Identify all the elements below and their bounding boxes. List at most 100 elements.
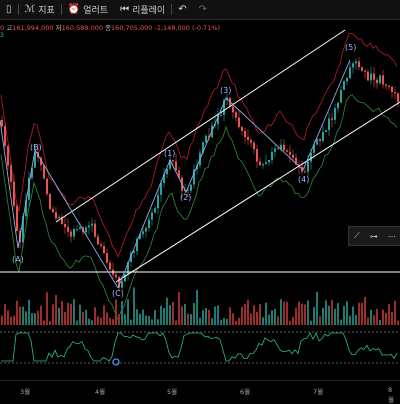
- replay-icon: ⏮: [120, 3, 130, 15]
- volume-bar: [397, 320, 399, 325]
- volume-bar: [202, 310, 204, 325]
- candle-body: [193, 169, 195, 185]
- elliott-wave-12345[interactable]: [117, 59, 351, 289]
- open-value: 0: [0, 24, 5, 32]
- horizontal-line-icon[interactable]: ⊶: [369, 231, 378, 241]
- alert-label: 얼러트: [83, 6, 109, 16]
- candle-body: [136, 238, 138, 252]
- low-value: 160,589,000: [61, 24, 103, 32]
- volume-bar: [175, 320, 177, 325]
- candle-body: [235, 112, 237, 118]
- volume-bar: [367, 317, 369, 325]
- candle-body: [373, 73, 375, 80]
- candle-body: [1, 120, 3, 127]
- volume-bar: [1, 315, 3, 325]
- volume-bar: [106, 312, 108, 325]
- candle-body: [286, 150, 288, 152]
- x-label-aug: 8월: [388, 386, 394, 404]
- indicators-button[interactable]: ℳ 지표: [19, 0, 61, 19]
- candle-body: [310, 152, 312, 162]
- volume-bar: [58, 307, 60, 325]
- volume-bar: [205, 308, 207, 325]
- volume-bar: [328, 305, 330, 325]
- channel-upper-line[interactable]: [55, 29, 346, 223]
- volume-bar: [145, 315, 147, 325]
- volume-bar: [178, 292, 180, 325]
- volume-bar: [238, 317, 240, 325]
- volume-bar: [268, 314, 270, 325]
- candle-body: [61, 216, 63, 225]
- volume-bar: [247, 299, 249, 325]
- candle-body: [334, 108, 336, 120]
- volume-bar: [376, 308, 378, 325]
- volume-bar: [283, 301, 285, 325]
- candle-body: [130, 252, 132, 262]
- volume-bar: [280, 299, 282, 325]
- candle-body: [322, 132, 324, 141]
- candle-body: [325, 130, 327, 133]
- volume-bar: [40, 305, 42, 325]
- volume-bar: [274, 309, 276, 325]
- candle-body: [4, 126, 6, 146]
- volume-bar: [259, 303, 261, 325]
- candle-body: [391, 86, 393, 93]
- candle-body: [187, 189, 189, 191]
- volume-bar: [310, 320, 312, 325]
- volume-bar: [304, 304, 306, 325]
- candle-body: [274, 148, 276, 152]
- trendline-icon[interactable]: ⟋: [354, 231, 360, 240]
- volume-bar: [22, 306, 24, 325]
- candle-body: [244, 130, 246, 138]
- redo-icon: ↷: [198, 3, 207, 15]
- volume-bar: [13, 315, 15, 325]
- candle-body: [247, 137, 249, 141]
- candle-body: [139, 234, 141, 239]
- change-value: -1,148,000 (-0.71%): [154, 24, 221, 32]
- x-label-jul: 7월: [312, 388, 324, 396]
- candle-body: [256, 149, 258, 162]
- volume-bar: [241, 306, 243, 325]
- high-label: 고: [6, 24, 13, 32]
- more-icon[interactable]: ⋯: [387, 231, 396, 241]
- replay-button[interactable]: ⏮ 리플레이: [114, 0, 171, 19]
- candle-body: [121, 281, 123, 288]
- volume-bar: [325, 300, 327, 325]
- channel-lower-line[interactable]: [115, 101, 400, 283]
- undo-button[interactable]: ↶: [172, 0, 192, 19]
- close-value: 160,705,000: [111, 24, 153, 32]
- candle-body: [268, 159, 270, 163]
- toolbar-divider: [171, 4, 173, 15]
- candle-body: [232, 106, 234, 113]
- volume-bar: [31, 313, 33, 325]
- candle-icon: ▯: [6, 3, 12, 15]
- volume-bar: [214, 306, 216, 325]
- volume-bar: [76, 320, 78, 325]
- candle-body: [40, 157, 42, 166]
- volume-bar: [67, 302, 69, 325]
- volume-bar: [250, 313, 252, 325]
- volume-bar: [121, 300, 123, 325]
- volume-bar: [358, 302, 360, 325]
- candle-body: [94, 223, 96, 237]
- x-label-apr: 4월: [94, 388, 106, 396]
- candle-body: [157, 194, 159, 209]
- volume-bar: [160, 305, 162, 325]
- volume-bar: [112, 319, 114, 325]
- volume-bar: [379, 319, 381, 325]
- candle-body: [388, 85, 390, 87]
- candle-body: [154, 208, 156, 213]
- candle-body: [379, 75, 381, 84]
- price-chart[interactable]: (A) (B) (C) (1) (2) (3) (4) (5): [0, 20, 400, 380]
- chart-type-button[interactable]: ▯: [0, 0, 18, 19]
- volume-bar: [370, 309, 372, 325]
- candle-body: [151, 212, 153, 220]
- volume-bar: [271, 310, 273, 325]
- volume-bar: [340, 319, 342, 325]
- candle-body: [196, 165, 198, 170]
- volume-bar: [199, 317, 201, 325]
- redo-button[interactable]: ↷: [193, 0, 213, 19]
- volume-bar: [316, 291, 318, 325]
- alert-button[interactable]: ⏰ 얼러트: [62, 0, 114, 19]
- candle-body: [97, 236, 99, 245]
- elliott-wave-abc[interactable]: [0, 119, 119, 289]
